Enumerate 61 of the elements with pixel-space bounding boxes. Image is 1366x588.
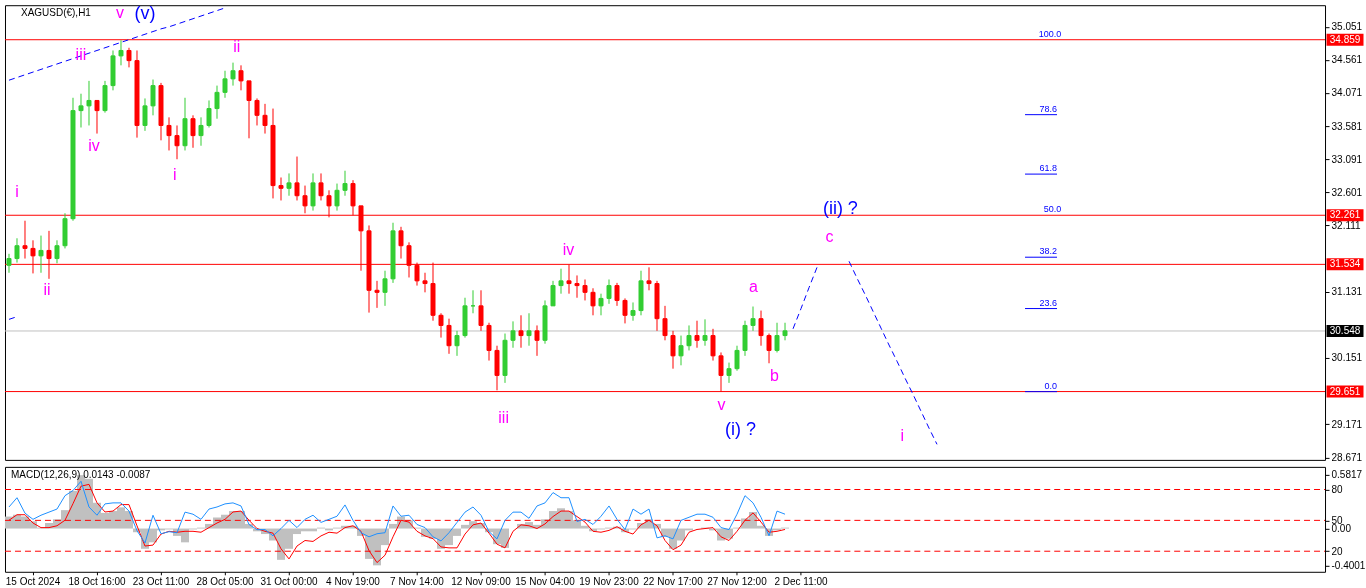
annotation: (i) ?	[724, 418, 756, 439]
series-label: 38.2	[1039, 246, 1058, 257]
annotation: iv	[562, 241, 575, 259]
x-tick-label: 31 Oct 00:00	[260, 576, 319, 588]
annotation: i	[15, 183, 19, 201]
ref-line-label: 30.548	[1329, 324, 1361, 336]
x-tick-label: 23 Oct 11:00	[132, 576, 190, 588]
annotation: v	[717, 395, 726, 413]
y-tick-label: 35.051	[1331, 21, 1363, 33]
x-tick-label: 2 Dec 11:00	[774, 576, 829, 588]
annotation: iii	[75, 46, 87, 64]
x-tick-label: 28 Oct 05:00	[196, 576, 255, 588]
x-tick-label: 19 Nov 23:00	[579, 576, 640, 588]
annotation: i	[900, 426, 905, 444]
y-tick-label: -0.4001	[1331, 559, 1366, 571]
x-tick-label: 18 Oct 16:00	[68, 576, 127, 588]
y-tick-label: 33.581	[1331, 120, 1363, 132]
series-label: 61.8	[1039, 163, 1058, 174]
annotation: ii	[43, 281, 51, 298]
y-tick-label: 32.111	[1331, 219, 1362, 231]
annotation: b	[769, 366, 779, 384]
x-tick-label: 15 Oct 2024	[5, 576, 61, 588]
ref-line-label: 32.261	[1329, 209, 1361, 221]
y-tick-label: 34.071	[1331, 87, 1363, 99]
annotation: a	[749, 278, 758, 295]
annotation: v	[115, 4, 124, 22]
annotation: ii	[233, 38, 241, 56]
y-tick-label: 0.00	[1331, 523, 1352, 535]
x-tick-label: 22 Nov 17:00	[643, 576, 704, 588]
annotation: 100.0	[1038, 29, 1062, 40]
y2-tick-label: 80	[1331, 484, 1344, 495]
annotation: 50.0	[1043, 204, 1062, 215]
y-tick-label: 28.671	[1331, 452, 1363, 464]
chart-title: MACD(12,26,9) 0.0143 -0.0087	[10, 468, 151, 480]
y-tick-label: 0.5817	[1331, 469, 1363, 481]
annotation: (ii) ?	[822, 198, 858, 219]
chart-title: XAGUSD(€),H1	[20, 7, 92, 19]
ref-line-label: 34.859	[1329, 33, 1361, 45]
ref-line-label: 29.651	[1329, 385, 1361, 397]
annotation: i	[173, 166, 177, 184]
ref-line-label: 31.534	[1329, 258, 1361, 270]
y-tick-label: 31.131	[1331, 286, 1363, 298]
series-label: 23.6	[1039, 297, 1058, 308]
annotation: iv	[88, 137, 100, 155]
y-tick-label: 34.561	[1331, 54, 1363, 66]
y-tick-label: 33.091	[1331, 153, 1363, 165]
y-tick-label: 32.601	[1331, 186, 1363, 198]
y2-tick-label: 20	[1331, 545, 1344, 557]
annotation: iii	[498, 408, 509, 426]
y-tick-label: 29.171	[1331, 418, 1363, 430]
y2-tick-label: 50	[1331, 514, 1344, 526]
x-tick-label: 7 Nov 14:00	[390, 576, 445, 588]
annotation: (v)	[134, 3, 156, 24]
series-label: 78.6	[1039, 103, 1058, 114]
x-tick-label: 12 Nov 09:00	[451, 576, 512, 588]
annotation: c	[825, 228, 834, 246]
x-tick-label: 4 Nov 19:00	[326, 576, 381, 588]
y-tick-label: 30.151	[1331, 352, 1363, 364]
x-tick-label: 27 Nov 12:00	[707, 576, 768, 588]
series-label: 0.0	[1044, 380, 1058, 391]
x-tick-label: 15 Nov 04:00	[515, 576, 576, 588]
